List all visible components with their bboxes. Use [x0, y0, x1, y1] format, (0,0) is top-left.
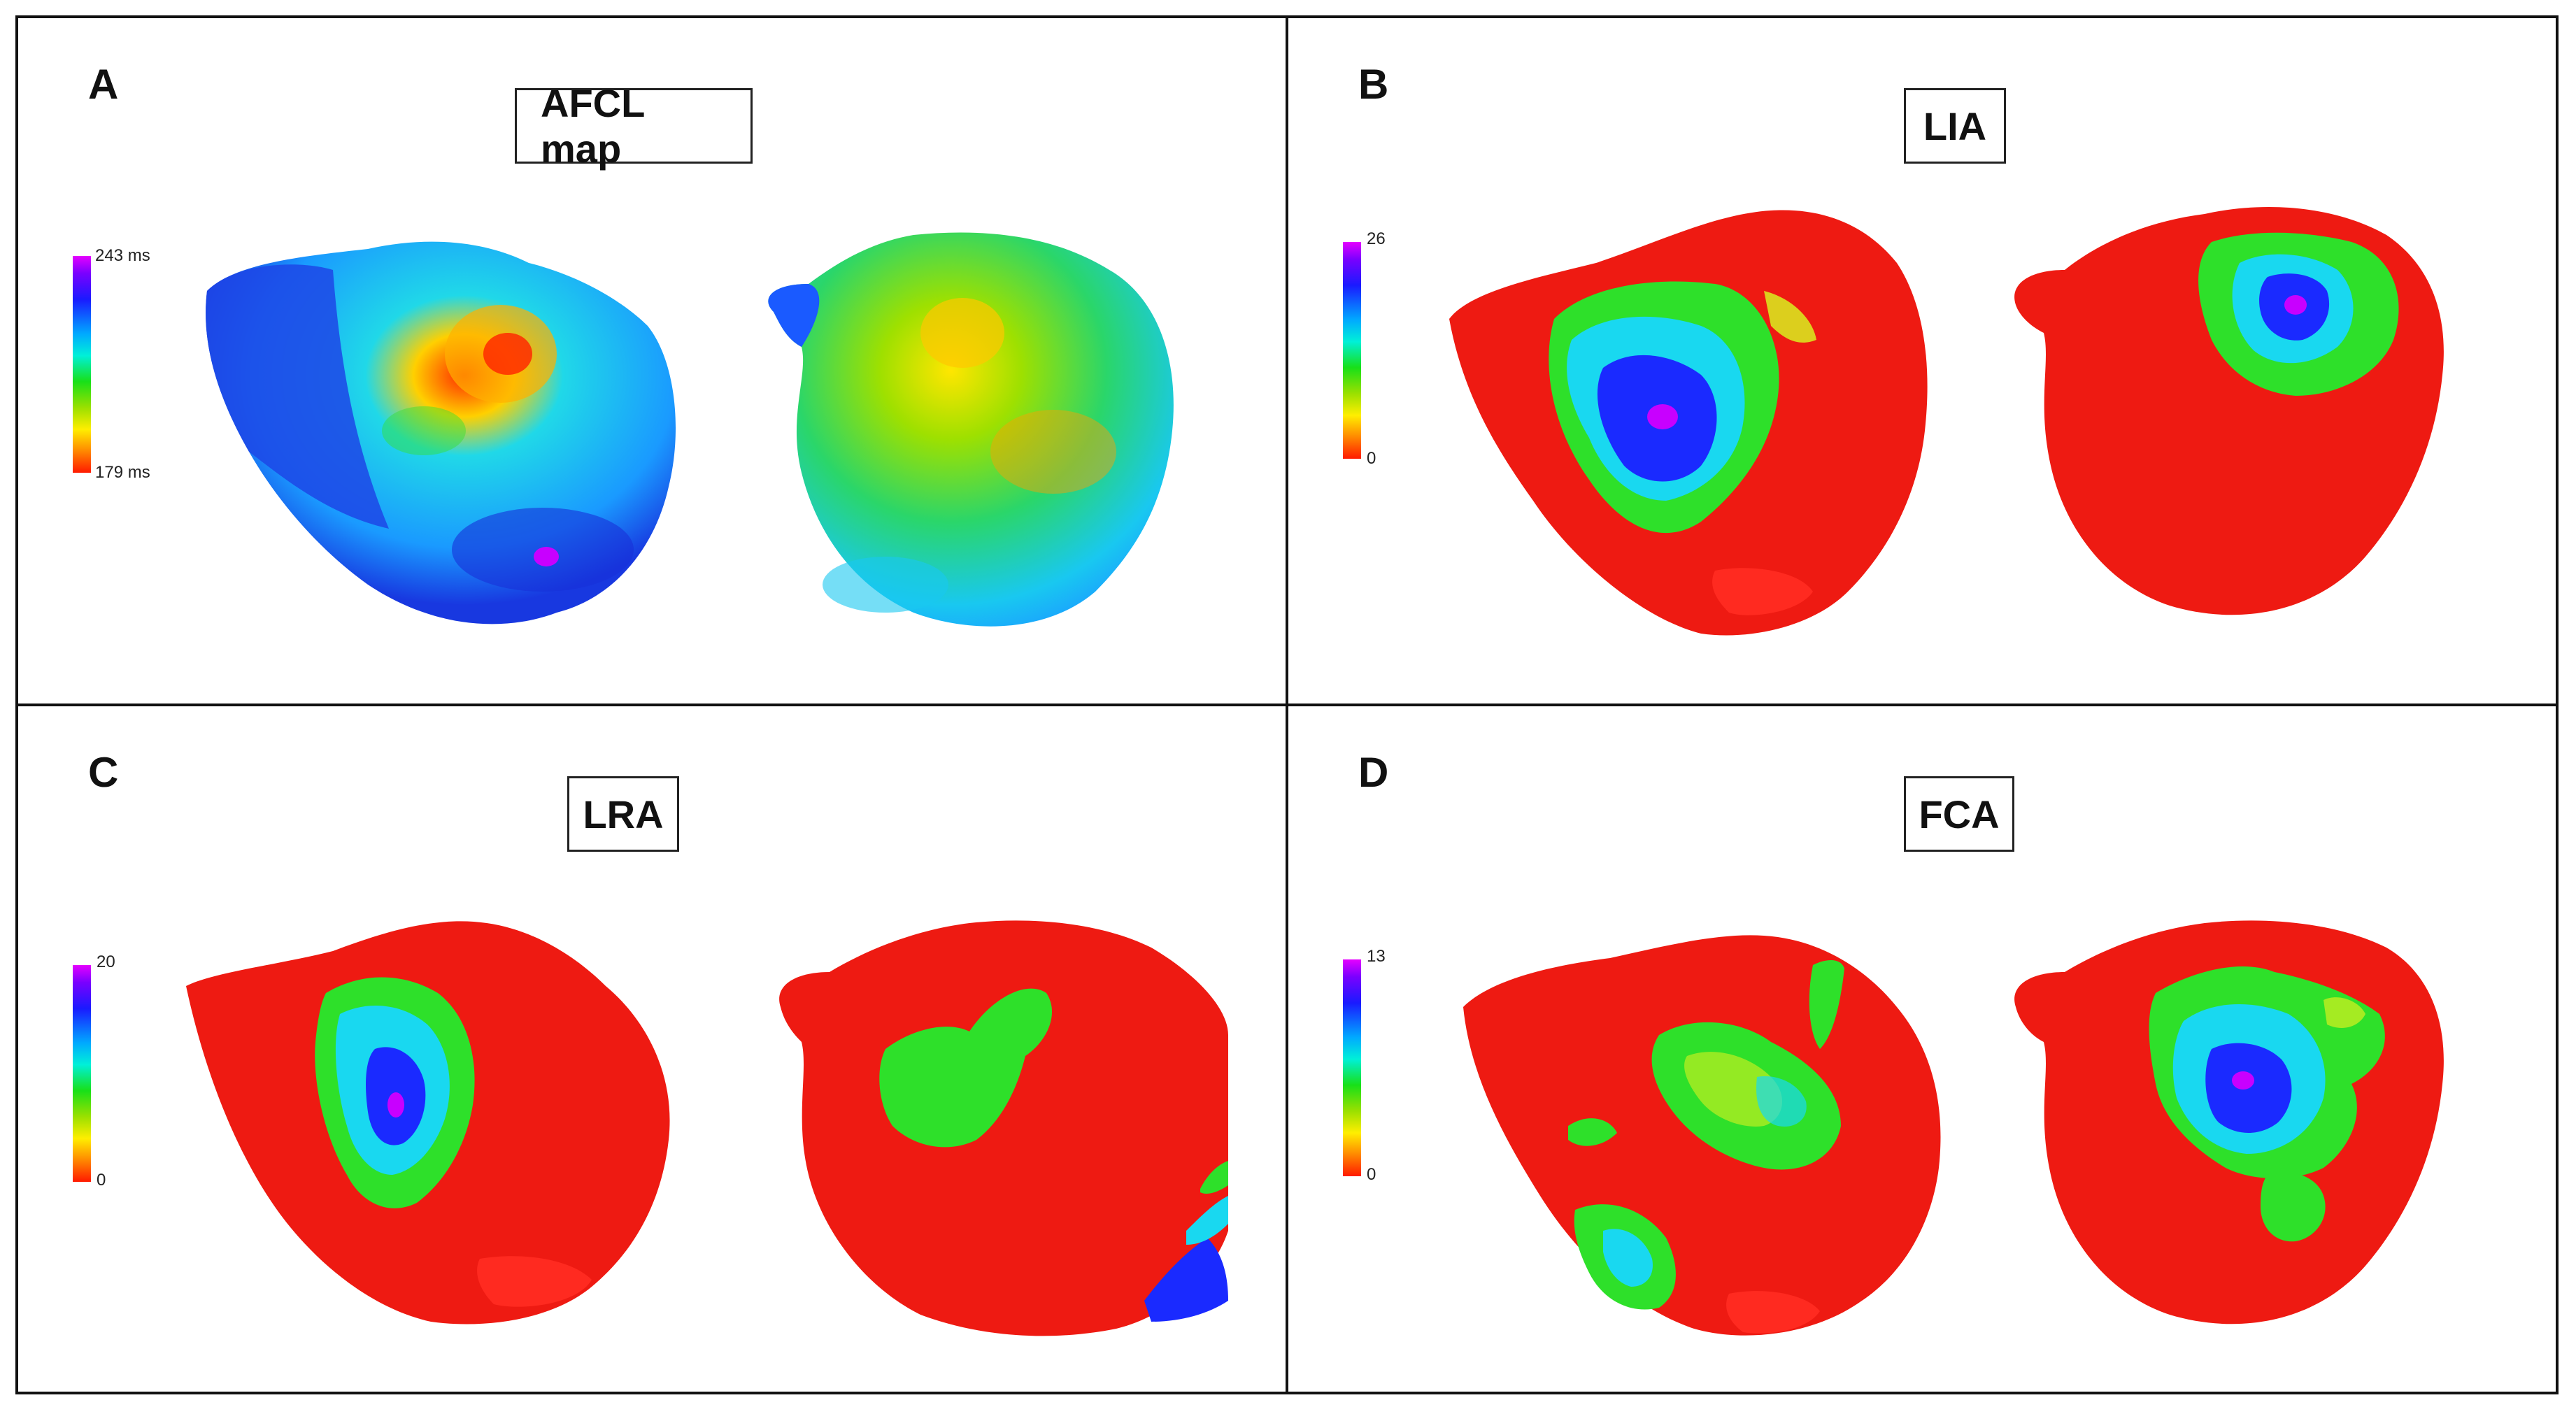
panel-letter: C — [88, 749, 119, 796]
panel-letter: A — [88, 61, 119, 108]
atrium-map-right-view — [1988, 193, 2463, 641]
panel-letter: B — [1358, 61, 1389, 108]
panel-letter: D — [1358, 749, 1389, 796]
scale-min-label: 179 ms — [95, 463, 150, 482]
panel-a: A AFCL map 243 ms 179 ms — [18, 18, 1286, 704]
panel-title: AFCL map — [515, 81, 753, 171]
atrium-map-left-view — [172, 909, 690, 1343]
color-scale-bar — [73, 965, 91, 1182]
atrium-map-right-view — [732, 221, 1193, 641]
atrium-map-left-view — [193, 221, 697, 641]
scale-min-label: 0 — [1367, 1165, 1376, 1184]
atrium-map-left-view — [1435, 200, 1953, 648]
panel-title: LIA — [1904, 88, 2006, 164]
atrium-map-right-view — [1988, 909, 2463, 1343]
atrium-map-left-view — [1449, 916, 1953, 1350]
color-scale-bar — [1343, 242, 1361, 459]
scale-max-label: 26 — [1367, 229, 1386, 248]
scale-min-label: 0 — [97, 1171, 106, 1190]
panel-c: C LRA 20 0 — [18, 706, 1286, 1392]
figure-frame: A AFCL map 243 ms 179 ms — [15, 15, 2559, 1394]
scale-min-label: 0 — [1367, 449, 1376, 468]
color-scale-bar — [73, 256, 91, 473]
atrium-map-right-view — [753, 909, 1228, 1343]
scale-max-label: 243 ms — [95, 246, 150, 265]
panel-title: LRA — [567, 776, 679, 852]
horizontal-divider — [18, 704, 2556, 706]
panel-b: B LIA 26 0 — [1288, 18, 2556, 704]
scale-max-label: 20 — [97, 952, 115, 971]
color-scale-bar — [1343, 959, 1361, 1176]
scale-max-label: 13 — [1367, 947, 1386, 966]
panel-title: FCA — [1904, 776, 2014, 852]
panel-d: D FCA 13 0 — [1288, 706, 2556, 1392]
